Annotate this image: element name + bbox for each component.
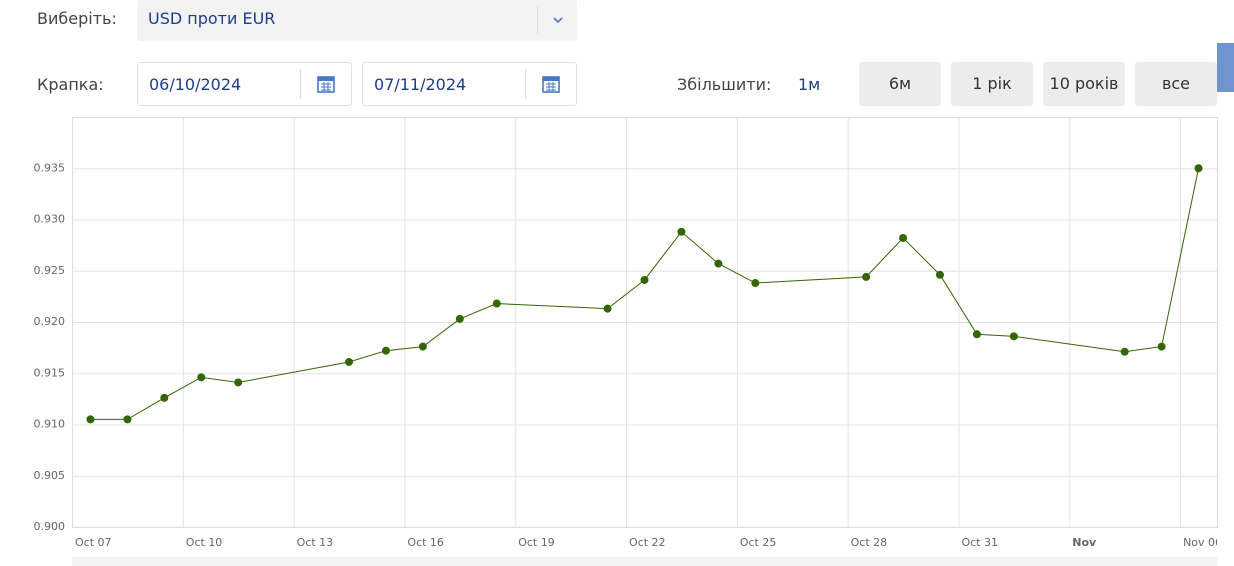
point (381, 346, 390, 355)
point (418, 342, 427, 351)
x-tick-label: Oct 19 (518, 536, 555, 549)
point (197, 373, 206, 382)
point (972, 330, 981, 339)
select-label: Виберіть: (37, 9, 117, 28)
divider (537, 6, 538, 34)
date-from[interactable]: 06/10/2024 (137, 62, 352, 106)
zoom-label: Збільшити: (677, 75, 772, 94)
zoom-active[interactable]: 1м (798, 75, 821, 94)
point (492, 299, 501, 308)
calendar-icon (317, 76, 335, 93)
x-tick-label: Oct 10 (186, 536, 223, 549)
plot-border (72, 117, 1218, 528)
currency-select[interactable]: USD проти EUR (137, 0, 577, 41)
x-tick-label: Oct 13 (297, 536, 334, 549)
x-tick-label: Oct 16 (407, 536, 444, 549)
point (603, 304, 612, 313)
x-tick-label: Nov 06 (1183, 536, 1222, 549)
point (1157, 342, 1166, 351)
date-to[interactable]: 07/11/2024 (362, 62, 577, 106)
y-tick-label: 0.930 (34, 213, 66, 226)
point (935, 270, 944, 279)
date-to-value: 07/11/2024 (374, 75, 467, 94)
point (455, 314, 464, 323)
y-tick-label: 0.915 (34, 366, 66, 379)
point (1009, 332, 1018, 341)
y-tick-label: 0.920 (34, 315, 66, 328)
point (640, 275, 649, 284)
point (160, 393, 169, 402)
divider (300, 69, 301, 99)
divider (525, 69, 526, 99)
x-tick-label: Oct 07 (75, 536, 112, 549)
point (899, 233, 908, 242)
y-tick-label: 0.900 (34, 520, 66, 533)
point (862, 272, 871, 281)
point (345, 357, 354, 366)
navigator (72, 557, 1217, 566)
line (90, 168, 1200, 420)
y-tick-label: 0.925 (34, 264, 66, 277)
point (714, 259, 723, 268)
zoom-button[interactable]: 10 років (1043, 62, 1125, 106)
x-tick-label: Nov (1072, 536, 1097, 549)
zoom-button[interactable]: все (1135, 62, 1217, 106)
point (123, 415, 132, 424)
period-label: Крапка: (37, 75, 104, 94)
point (86, 415, 95, 424)
x-tick-label: Oct 31 (961, 536, 998, 549)
point (677, 227, 686, 236)
chevron (553, 17, 563, 24)
point (1120, 347, 1129, 356)
side-tab[interactable] (1217, 43, 1234, 92)
zoom-button[interactable]: 6м (859, 62, 941, 106)
select-value: USD проти EUR (148, 9, 276, 28)
x-tick-label: Oct 25 (740, 536, 777, 549)
point (1194, 164, 1203, 173)
calendar-icon (542, 76, 560, 93)
y-tick-label: 0.905 (34, 469, 66, 482)
point (234, 378, 243, 387)
zoom-button[interactable]: 1 рік (951, 62, 1033, 106)
x-tick-label: Oct 22 (629, 536, 666, 549)
y-tick-label: 0.910 (34, 418, 66, 431)
point (751, 279, 760, 288)
date-from-value: 06/10/2024 (149, 75, 242, 94)
y-tick-label: 0.935 (34, 161, 66, 174)
x-tick-label: Oct 28 (851, 536, 888, 549)
